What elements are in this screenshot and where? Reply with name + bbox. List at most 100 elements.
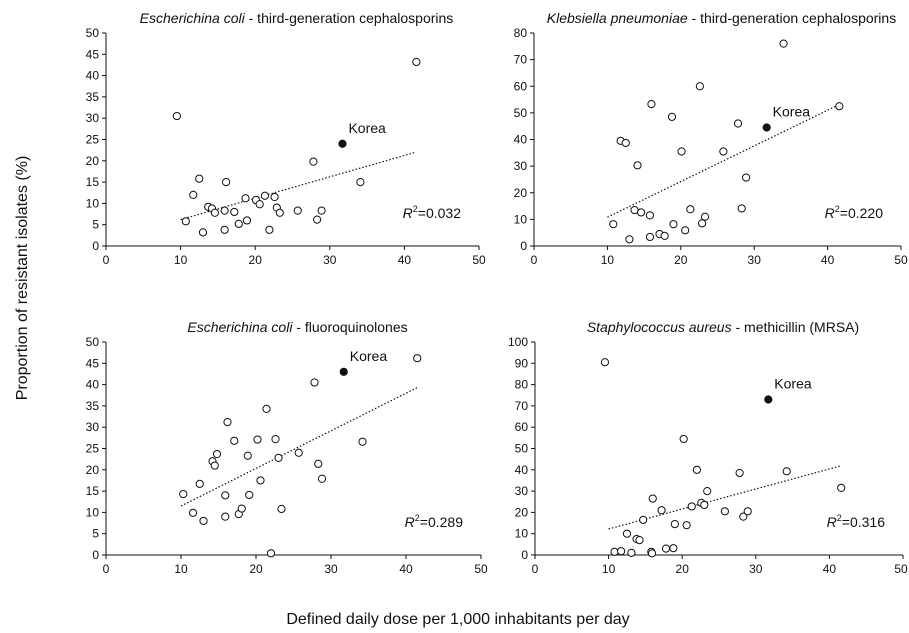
trend-line: [180, 151, 416, 221]
data-point: [625, 235, 634, 244]
data-point: [617, 547, 626, 556]
data-point: [256, 476, 265, 485]
panel-saureus-mrsa: Staphylococcus aureus - methicillin (MRS…: [508, 319, 908, 576]
r-squared-value: =0.220: [840, 205, 883, 221]
data-point: [677, 147, 686, 156]
korea-label: Korea: [350, 348, 388, 364]
y-tick-label: 10: [515, 527, 529, 541]
r-superscript: 2: [413, 204, 418, 214]
y-tick-label: 35: [86, 399, 100, 413]
y-tick-label: 70: [514, 53, 528, 67]
y-tick-label: 0: [92, 239, 99, 253]
y-tick-label: 10: [514, 212, 528, 226]
data-point: [210, 461, 219, 470]
y-tick-label: 80: [514, 26, 528, 40]
panel-title-organism: Staphylococcus aureus: [587, 319, 732, 335]
r-symbol: R: [405, 514, 415, 530]
data-point: [195, 479, 204, 488]
data-point: [234, 219, 243, 228]
data-point: [242, 216, 252, 225]
data-point: [413, 354, 422, 363]
data-point: [181, 217, 190, 226]
data-point: [293, 206, 302, 215]
r-symbol: R: [825, 205, 835, 221]
y-tick-label: 0: [521, 548, 528, 562]
data-point: [739, 512, 748, 521]
data-point: [253, 435, 262, 444]
data-point: [314, 459, 323, 468]
data-point: [275, 208, 284, 217]
korea-data-point: [762, 123, 771, 132]
data-point: [635, 535, 644, 545]
y-tick-label: 5: [92, 527, 99, 541]
y-tick-label: 70: [515, 399, 529, 413]
y-tick-label: 40: [86, 378, 100, 392]
data-point: [669, 544, 678, 553]
panel-title-organism: Klebsiella pneumoniae: [547, 10, 688, 26]
data-point: [637, 208, 646, 217]
r-superscript: 2: [415, 513, 420, 523]
data-point: [220, 225, 229, 234]
x-tick-label: 0: [531, 253, 538, 267]
y-tick-label: 40: [86, 69, 100, 83]
data-point: [412, 57, 421, 67]
x-tick-label: 40: [399, 562, 413, 576]
data-point: [294, 448, 303, 457]
data-point: [695, 82, 704, 91]
panel-title-drug: - fluoroquinolones: [292, 319, 407, 335]
data-point: [600, 358, 610, 367]
data-point: [245, 490, 254, 500]
r-squared-value: =0.316: [842, 514, 885, 530]
data-point: [230, 207, 239, 217]
data-point: [199, 516, 208, 526]
data-point: [265, 225, 274, 234]
data-point: [669, 220, 678, 229]
x-tick-label: 40: [821, 253, 835, 267]
y-tick-label: 50: [515, 442, 529, 456]
x-tick-label: 10: [174, 253, 188, 267]
data-point: [317, 474, 327, 483]
korea-data-point: [338, 139, 347, 148]
data-point: [733, 119, 743, 128]
x-tick-label: 10: [174, 562, 188, 576]
y-tick-label: 30: [86, 420, 100, 434]
data-point: [657, 506, 666, 515]
trend-line: [608, 465, 841, 530]
data-point: [179, 489, 188, 499]
data-point: [633, 161, 642, 170]
r-squared-label: R2=0.289: [405, 513, 464, 530]
data-point: [742, 173, 751, 182]
r-squared-value: =0.289: [420, 514, 463, 530]
y-tick-label: 0: [92, 548, 99, 562]
x-tick-label: 50: [894, 253, 908, 267]
data-point: [719, 147, 728, 156]
data-point: [277, 504, 286, 514]
korea-data-point: [339, 367, 348, 376]
r-squared-label: R2=0.316: [827, 513, 886, 530]
data-point: [743, 507, 752, 516]
data-point: [647, 99, 656, 109]
x-tick-label: 0: [532, 562, 539, 576]
panel-kpneumoniae-cephalosporins: Klebsiella pneumoniae - third-generation…: [514, 10, 908, 267]
trend-line: [180, 387, 418, 507]
panel-ecoli-fluoroquinolones: Escherichina coli - fluoroquinolones 0 5 10…: [86, 319, 488, 576]
data-point: [667, 112, 677, 121]
data-point: [697, 219, 707, 228]
x-tick-label: 20: [676, 562, 690, 576]
y-tick-label: 100: [508, 335, 528, 349]
x-tick-label: 50: [474, 562, 488, 576]
data-point: [172, 111, 181, 121]
x-tick-label: 20: [249, 253, 263, 267]
y-tick-label: 50: [86, 26, 100, 40]
panel-title-organism: Escherichina coli: [187, 319, 293, 335]
y-tick-label: 20: [514, 186, 528, 200]
r-squared-label: R2=0.032: [403, 204, 462, 221]
y-tick-label: 30: [514, 159, 528, 173]
y-tick-label: 40: [514, 133, 528, 147]
data-point: [648, 494, 657, 503]
x-tick-label: 40: [823, 562, 837, 576]
data-point: [782, 467, 791, 476]
r-squared-value: =0.032: [418, 205, 461, 221]
r-symbol: R: [403, 205, 413, 221]
y-tick-label: 60: [515, 420, 529, 434]
